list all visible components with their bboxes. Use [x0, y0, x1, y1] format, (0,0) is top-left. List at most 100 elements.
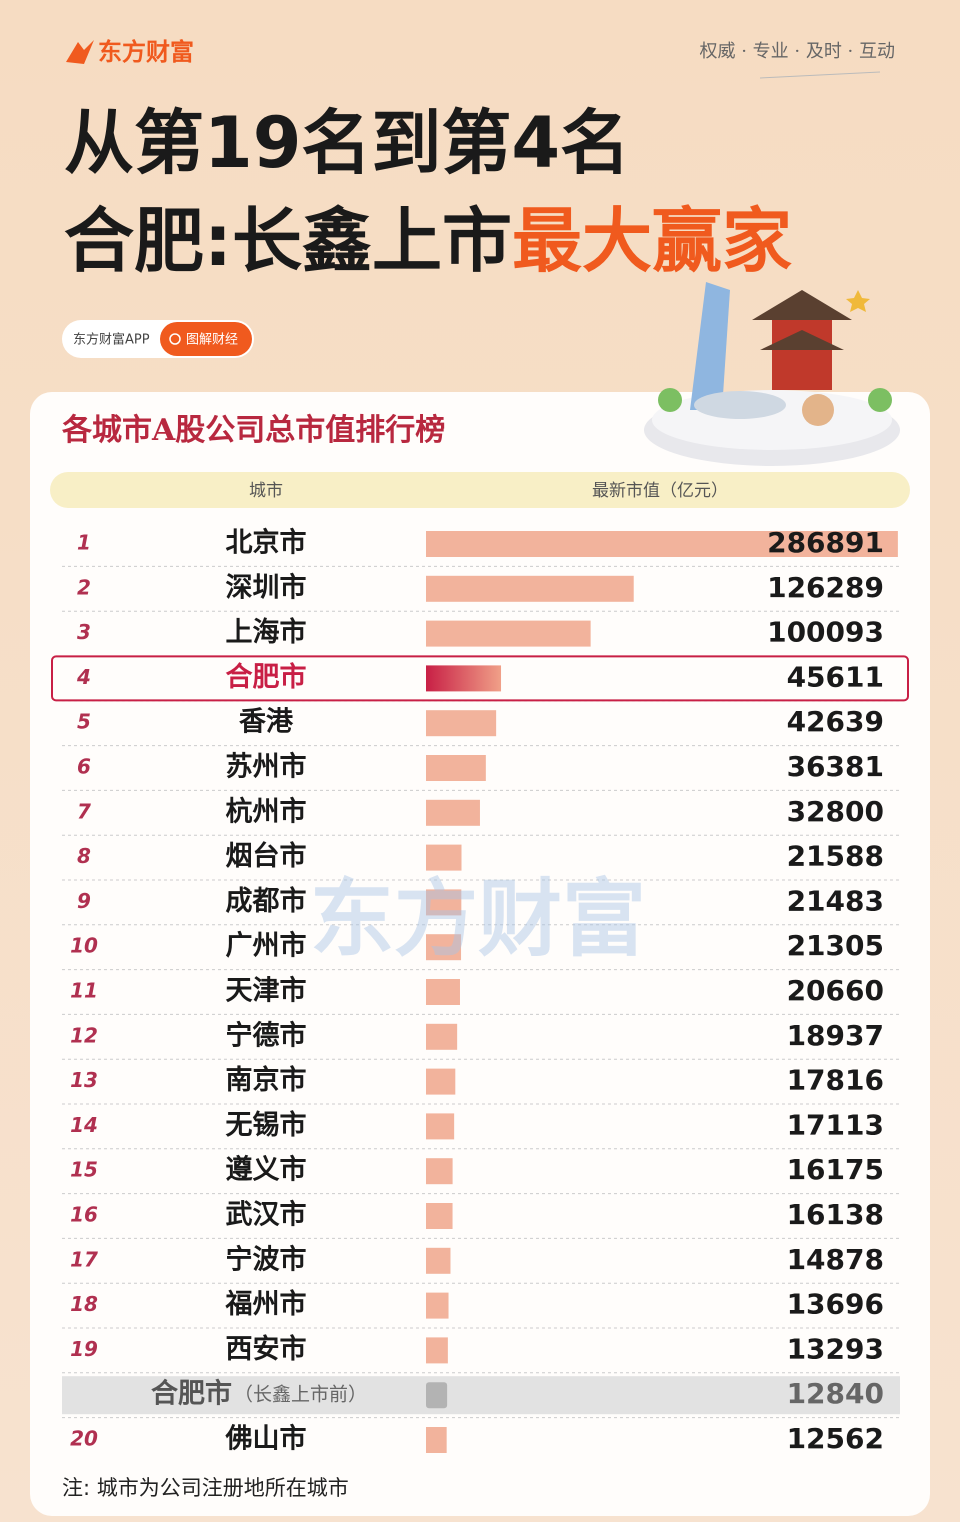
footnote: 注: 城市为公司注册地所在城市: [62, 1476, 349, 1500]
city-name: 南京市: [226, 1064, 307, 1096]
rank: 2: [77, 575, 91, 599]
rank: 17: [70, 1247, 98, 1271]
value-label: 21305: [787, 929, 884, 962]
rank: 20: [70, 1427, 98, 1451]
rank: 9: [77, 889, 91, 913]
rank: 19: [70, 1337, 98, 1361]
city-name: 无锡市: [226, 1109, 307, 1141]
bar: [426, 1068, 456, 1095]
rank: 13: [70, 1068, 98, 1092]
highlight-outline: [51, 655, 909, 702]
bar: [426, 799, 480, 826]
bar: [426, 979, 460, 1005]
bar: [426, 755, 486, 781]
value-label: 17816: [787, 1064, 884, 1097]
value-label: 20660: [787, 974, 884, 1007]
slogan-underline: [759, 71, 881, 79]
value-label: 32800: [787, 795, 884, 828]
bar: [426, 1158, 453, 1185]
city-name: 合肥市: [226, 661, 307, 693]
value-label: 17113: [787, 1108, 884, 1141]
rank: 5: [77, 710, 91, 734]
rank: 1: [77, 531, 91, 555]
bar: [426, 1382, 448, 1409]
bar: [426, 1023, 458, 1050]
value-label: 13696: [787, 1288, 884, 1321]
brand-logo: [66, 40, 94, 64]
search-icon: [169, 333, 181, 345]
rank: 12: [70, 1023, 98, 1047]
header-value: 最新市值（亿元）: [592, 481, 728, 501]
rank: 6: [77, 755, 91, 779]
value-label: 13293: [787, 1332, 884, 1365]
bar: [426, 844, 462, 871]
bar: [426, 710, 497, 737]
bar: [426, 1113, 455, 1140]
bar: [426, 665, 502, 692]
value-label: 18937: [787, 1019, 884, 1052]
city-name: 宁德市: [226, 1019, 307, 1051]
city-name: 西安市: [226, 1333, 307, 1365]
value-label: 12840: [787, 1377, 884, 1410]
city-name: 广州市: [226, 930, 307, 962]
rows: 1 北京市 286891 2 深圳市 126289 3 上海市 100093 4 合肥市 45611 5…: [51, 526, 909, 1455]
city-name: 合肥市: [151, 1378, 232, 1410]
city-name: 福州市: [225, 1288, 307, 1320]
rank: 3: [77, 620, 91, 644]
bar: [426, 889, 462, 916]
city-name: 深圳市: [226, 571, 307, 603]
value-label: 21483: [787, 884, 884, 917]
rank: 16: [70, 1203, 98, 1227]
brand: 东方财富: [98, 38, 194, 66]
header-row: [50, 472, 910, 508]
headline-line2: 合肥:长鑫上市最大赢家: [64, 200, 792, 282]
card: [30, 392, 930, 1516]
rank: 14: [70, 1113, 98, 1137]
rank: 10: [70, 934, 98, 958]
chart-title: 各城市A股公司总市值排行榜: [61, 413, 445, 448]
bar: [426, 1337, 448, 1364]
value-label: 36381: [787, 750, 884, 783]
value-label: 16175: [787, 1153, 884, 1186]
value-label: 45611: [787, 660, 884, 693]
value-label: 12562: [787, 1422, 884, 1455]
bar: [426, 1247, 451, 1274]
value-label: 16138: [787, 1198, 884, 1231]
bar: [426, 934, 462, 961]
rank: 4: [76, 665, 91, 689]
muted-row-background: [62, 1376, 900, 1415]
bar: [426, 1203, 453, 1229]
city-name: 苏州市: [226, 751, 307, 783]
bar: [426, 1427, 447, 1453]
watermark: 东方财富: [310, 870, 646, 968]
header-city: 城市: [249, 481, 283, 501]
rank: 11: [70, 979, 98, 1003]
bar: [426, 575, 634, 602]
city-name: 上海市: [226, 616, 307, 648]
bar: [426, 1292, 449, 1319]
city-note: （长鑫上市前）: [234, 1384, 367, 1406]
tag-topic-pill: [160, 322, 252, 356]
illustration: [644, 282, 900, 466]
value-label: 286891: [767, 526, 884, 559]
city-name: 杭州市: [226, 795, 307, 827]
slogan: 权威 · 专业 · 及时 · 互动: [700, 41, 896, 62]
rank: 7: [77, 799, 91, 823]
headline-main: 合肥:长鑫上市: [64, 200, 512, 282]
city-name: 遵义市: [226, 1154, 307, 1186]
value-label: 14878: [787, 1243, 884, 1276]
city-name: 成都市: [226, 885, 307, 917]
city-name: 宁波市: [226, 1243, 307, 1275]
bar: [426, 531, 898, 557]
city-name: 天津市: [226, 975, 307, 1007]
city-name: 香港: [239, 707, 294, 738]
city-name: 北京市: [226, 527, 307, 559]
city-name: 烟台市: [226, 840, 307, 872]
tag-app: 东方财富APP: [73, 332, 150, 348]
city-name: 武汉市: [226, 1199, 307, 1231]
headline-accent: 最大赢家: [512, 200, 792, 282]
rank: 15: [70, 1158, 98, 1182]
headline-line1: 从第19名到第4名: [64, 102, 630, 184]
value-label: 100093: [767, 616, 884, 649]
bar: [426, 620, 591, 647]
